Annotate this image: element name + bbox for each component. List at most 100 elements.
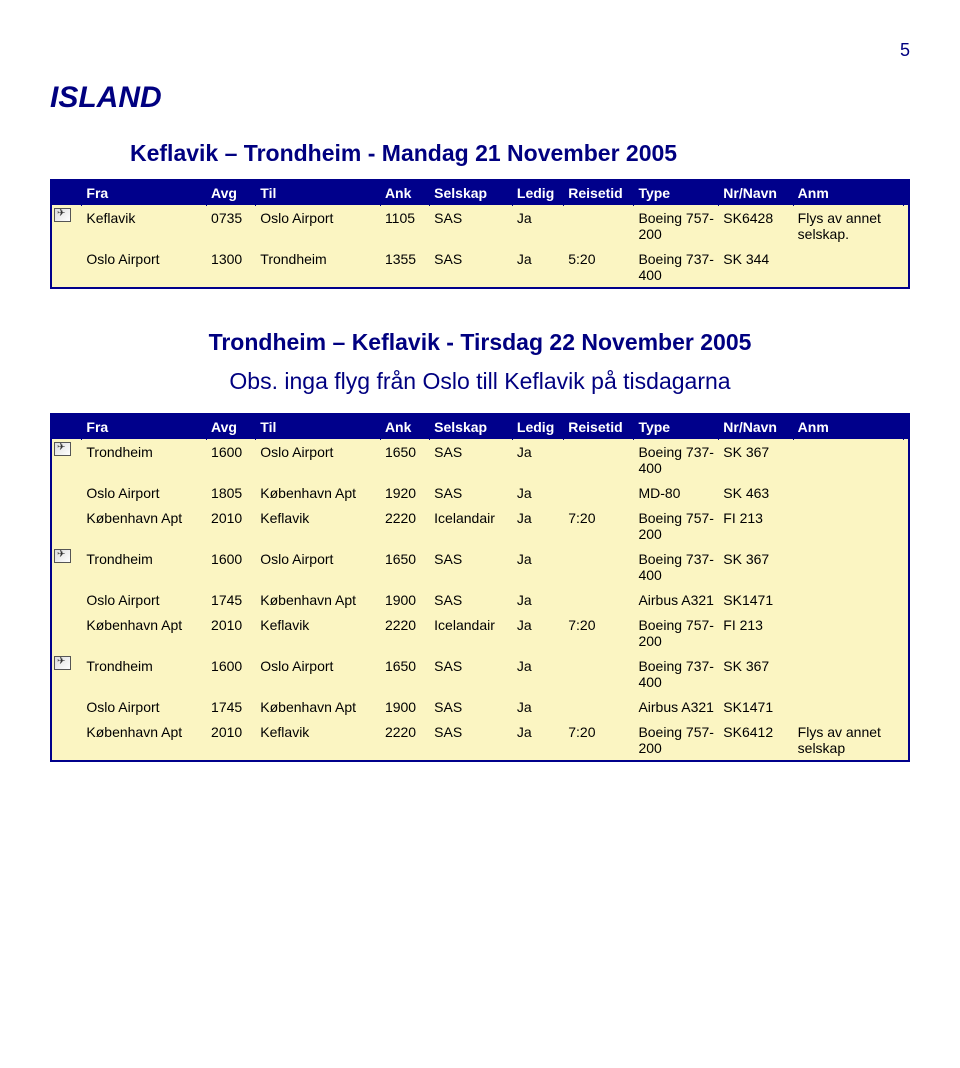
nr-cell: SK 463 (719, 481, 793, 506)
ledig-cell: Ja (512, 695, 563, 720)
row-icon-cell (51, 247, 82, 289)
selskap-cell: SAS (430, 206, 513, 247)
col-header: Til (256, 414, 381, 440)
table-row: København Apt2010Keflavik2220IcelandairJ… (51, 506, 909, 547)
anm-cell (793, 481, 903, 506)
ledig-cell: Ja (512, 440, 563, 481)
col-header: Nr/Navn (719, 180, 793, 206)
col-header: Fra (82, 180, 207, 206)
type-cell: Boeing 737-400 (634, 440, 719, 481)
avg-cell: 2010 (207, 506, 256, 547)
reisetid-cell (564, 206, 634, 247)
ledig-cell: Ja (512, 481, 563, 506)
anm-cell (793, 506, 903, 547)
ledig-cell: Ja (512, 613, 563, 654)
table-row: København Apt2010Keflavik2220SASJa7:20Bo… (51, 720, 909, 762)
avg-cell: 2010 (207, 613, 256, 654)
type-cell: Airbus A321 (634, 695, 719, 720)
plane-icon (54, 656, 71, 670)
type-cell: Boeing 757-200 (634, 206, 719, 247)
ledig-cell: Ja (512, 720, 563, 762)
fra-cell: Keflavik (82, 206, 207, 247)
ank-cell: 2220 (380, 613, 429, 654)
col-header: Selskap (430, 414, 513, 440)
flight-table-1: FraAvgTilAnkSelskapLedigReisetidTypeNr/N… (50, 179, 910, 289)
row-sep (903, 654, 909, 695)
ledig-cell: Ja (512, 654, 563, 695)
ledig-cell: Ja (512, 206, 563, 247)
ledig-cell: Ja (512, 506, 563, 547)
col-header: Avg (207, 180, 256, 206)
type-cell: Boeing 757-200 (634, 506, 719, 547)
row-icon-cell (51, 506, 82, 547)
type-cell: Boeing 737-400 (634, 654, 719, 695)
anm-cell: Flys av annet selskap. (793, 206, 903, 247)
ank-cell: 1355 (380, 247, 429, 289)
til-cell: Keflavik (256, 613, 381, 654)
reisetid-cell: 7:20 (564, 506, 634, 547)
col-header: Reisetid (564, 414, 634, 440)
table-row: Trondheim1600Oslo Airport1650SASJaBoeing… (51, 654, 909, 695)
plane-icon (54, 442, 71, 456)
row-sep (903, 206, 909, 247)
col-header: Avg (207, 414, 256, 440)
ank-cell: 2220 (380, 720, 429, 762)
ank-cell: 1650 (380, 440, 429, 481)
avg-cell: 1805 (207, 481, 256, 506)
fra-cell: Trondheim (82, 547, 207, 588)
ank-cell: 1650 (380, 654, 429, 695)
reisetid-cell (564, 695, 634, 720)
selskap-cell: SAS (430, 547, 513, 588)
nr-cell: FI 213 (719, 506, 793, 547)
nr-cell: SK 344 (719, 247, 793, 289)
anm-cell (793, 247, 903, 289)
plane-icon (54, 549, 71, 563)
col-header: Ank (380, 180, 429, 206)
route-title-1: Keflavik – Trondheim - Mandag 21 Novembe… (50, 140, 910, 167)
anm-cell (793, 654, 903, 695)
til-cell: Oslo Airport (256, 654, 381, 695)
nr-cell: SK1471 (719, 695, 793, 720)
table-row: Oslo Airport1745København Apt1900SASJaAi… (51, 588, 909, 613)
avg-cell: 1600 (207, 654, 256, 695)
row-sep (903, 613, 909, 654)
til-cell: Oslo Airport (256, 440, 381, 481)
table-row: Keflavik0735Oslo Airport1105SASJaBoeing … (51, 206, 909, 247)
type-cell: Airbus A321 (634, 588, 719, 613)
row-icon-cell (51, 613, 82, 654)
selskap-cell: SAS (430, 440, 513, 481)
col-header: Ank (380, 414, 429, 440)
row-sep (903, 440, 909, 481)
table-row: Oslo Airport1745København Apt1900SASJaAi… (51, 695, 909, 720)
selskap-cell: Icelandair (430, 506, 513, 547)
nr-cell: SK6428 (719, 206, 793, 247)
avg-cell: 1300 (207, 247, 256, 289)
fra-cell: Trondheim (82, 654, 207, 695)
til-cell: Oslo Airport (256, 206, 381, 247)
avg-cell: 1745 (207, 695, 256, 720)
type-cell: Boeing 757-200 (634, 720, 719, 762)
fra-cell: Trondheim (82, 440, 207, 481)
row-icon-cell (51, 588, 82, 613)
col-header: Anm (793, 414, 903, 440)
col-header: Anm (793, 180, 903, 206)
type-cell: Boeing 737-400 (634, 247, 719, 289)
nr-cell: SK6412 (719, 720, 793, 762)
ank-cell: 2220 (380, 506, 429, 547)
type-cell: Boeing 737-400 (634, 547, 719, 588)
row-sep (903, 481, 909, 506)
fra-cell: København Apt (82, 613, 207, 654)
table-row: København Apt2010Keflavik2220IcelandairJ… (51, 613, 909, 654)
col-header: Type (634, 180, 719, 206)
col-header (903, 180, 909, 206)
til-cell: København Apt (256, 481, 381, 506)
selskap-cell: SAS (430, 720, 513, 762)
row-icon-cell (51, 720, 82, 762)
anm-cell (793, 440, 903, 481)
ledig-cell: Ja (512, 247, 563, 289)
fra-cell: København Apt (82, 720, 207, 762)
row-icon-cell (51, 481, 82, 506)
selskap-cell: SAS (430, 695, 513, 720)
selskap-cell: Icelandair (430, 613, 513, 654)
note-obs: Obs. inga flyg från Oslo till Keflavik p… (50, 368, 910, 395)
